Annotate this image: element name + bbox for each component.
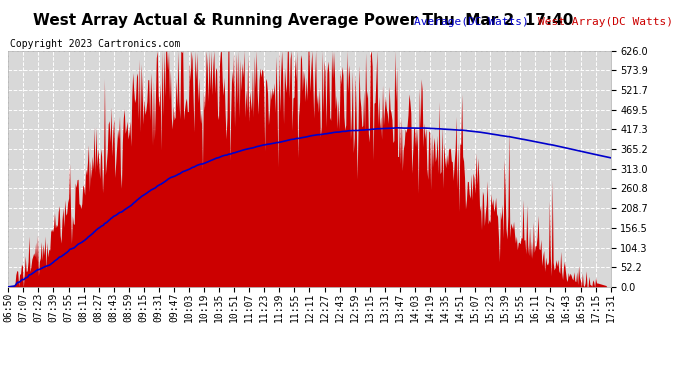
Text: West Array(DC Watts): West Array(DC Watts): [538, 17, 673, 27]
Text: Average(DC Watts): Average(DC Watts): [414, 17, 529, 27]
Text: West Array Actual & Running Average Power Thu  Mar 2  17:40: West Array Actual & Running Average Powe…: [33, 13, 574, 28]
Text: Copyright 2023 Cartronics.com: Copyright 2023 Cartronics.com: [10, 39, 181, 50]
